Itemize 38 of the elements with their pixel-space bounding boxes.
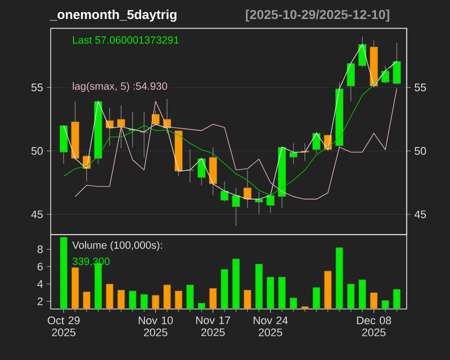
candlestick [289,143,298,164]
x-tick-label: Nov 24 2025 [254,316,288,336]
candlestick [140,111,148,158]
candlestick [243,170,252,208]
y2-tick-label: 50 [414,147,426,155]
candlestick [392,42,401,86]
y-tick-label: 6 [38,262,43,270]
candlestick [117,104,126,149]
candlestick [381,66,390,84]
annotation: 339,300 [72,258,110,266]
candlestick [300,143,310,162]
candlestick [346,63,355,102]
y2-tick-label: 55 [414,84,426,92]
y-tick-label: 50 [31,147,43,155]
y2-tick-label: 45 [414,210,426,218]
x-tick-label: Dec 08 2025 [357,316,392,336]
y-tick-label: 4 [37,280,43,288]
y-tick-label: 2 [38,297,43,306]
annotation: Volume (100,000s): [72,241,162,251]
x-tick-label: Nov 17 2025 [196,316,230,336]
y-tick-label: 8 [38,245,43,254]
x-tick-label: Oct 29 2025 [48,316,80,336]
annotation: Last 57.060001373291 [73,36,179,44]
candlestick [312,132,321,154]
candlestick [266,194,275,214]
y-tick-label: 55 [31,84,43,92]
candlestick [220,181,229,202]
candlestick [151,110,160,126]
chart-title: _onemonth_5daytrig [50,10,176,22]
x-tick-label: Nov 10 2025 [138,316,173,336]
candlestick [358,36,366,68]
annotation: lag(smax, 5) :54.930 [72,82,168,92]
candlestick [254,191,264,215]
chart-subtitle: [2025-10-29/2025-12-10] [246,10,390,22]
candlestick [232,187,240,226]
y-tick-label: 45 [31,210,43,218]
candlestick [106,107,114,146]
candlestick [197,156,206,186]
